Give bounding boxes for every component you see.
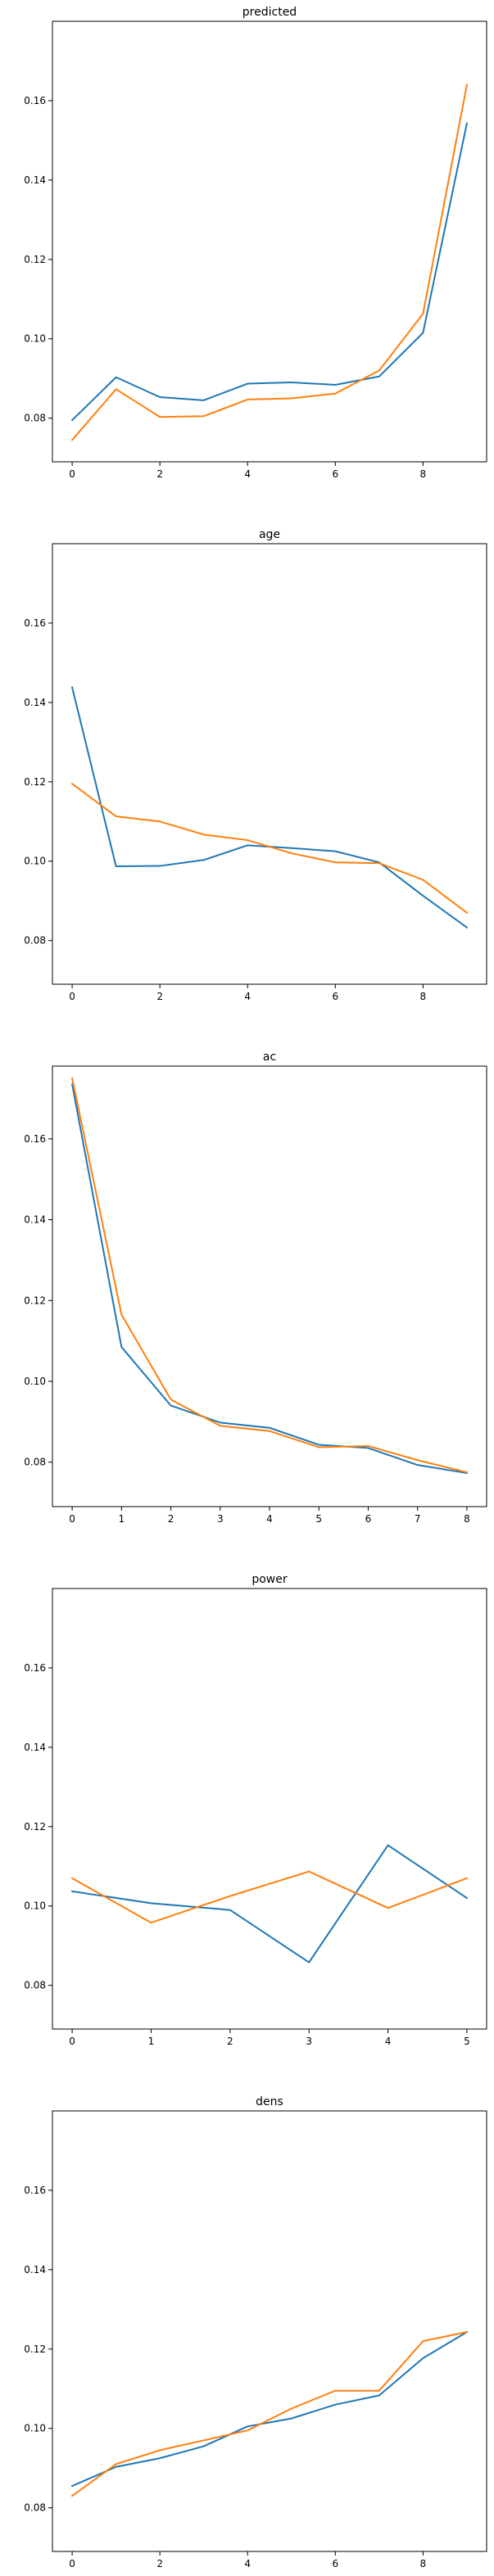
axes-frame — [52, 543, 487, 985]
y-tick-label: 0.08 — [24, 2502, 46, 2514]
series-line-1 — [70, 2330, 469, 2488]
y-tick-label: 0.10 — [24, 333, 46, 345]
x-tick-label: 3 — [217, 1513, 224, 1525]
x-tick-label: 2 — [156, 991, 163, 1002]
y-tick-label: 0.16 — [24, 1133, 46, 1145]
x-tick-label: 2 — [156, 2558, 163, 2569]
x-tick-label: 2 — [168, 1513, 174, 1525]
y-tick-label: 0.08 — [24, 1457, 46, 1468]
chart-title: dens — [256, 2095, 283, 2108]
series-line-1 — [70, 1083, 469, 1475]
y-tick-label: 0.12 — [24, 1821, 46, 1833]
y-tick-label: 0.14 — [24, 1214, 46, 1226]
axes-frame — [52, 20, 487, 463]
chart-panel-predicted: predicted 0.08 0.10 0.12 0.14 0.16 0 2 4 6 8 — [24, 6, 487, 480]
chart-panel-dens: dens 0.08 0.10 0.12 0.14 0.16 0 2 4 6 8 — [24, 2095, 487, 2569]
axes-frame — [52, 2110, 487, 2552]
x-tick-label: 3 — [306, 2036, 312, 2047]
series-line-2 — [70, 782, 469, 915]
y-tick-label: 0.08 — [24, 935, 46, 947]
x-tick-label: 5 — [315, 1513, 322, 1525]
series-line-1 — [70, 122, 469, 422]
x-tick-label: 4 — [385, 2036, 392, 2047]
chart-panel-age: age 0.08 0.10 0.12 0.14 0.16 0 2 4 6 8 — [24, 528, 487, 1002]
x-tick-label: 6 — [332, 468, 338, 480]
y-tick-label: 0.12 — [24, 2343, 46, 2355]
y-tick-label: 0.12 — [24, 1295, 46, 1306]
axes-frame — [52, 1588, 487, 2030]
x-tick-label: 8 — [464, 1513, 470, 1525]
y-tick-label: 0.10 — [24, 1376, 46, 1387]
x-tick-label: 5 — [464, 2036, 470, 2047]
series-line-1 — [70, 686, 469, 929]
series-line-2 — [70, 1870, 469, 1924]
chart-title: power — [252, 1573, 288, 1586]
x-tick-label: 6 — [332, 991, 338, 1002]
x-tick-label: 4 — [244, 2558, 251, 2569]
y-tick-label: 0.10 — [24, 856, 46, 867]
x-tick-label: 7 — [415, 1513, 421, 1525]
y-tick-label: 0.14 — [24, 174, 46, 186]
x-tick-label: 2 — [227, 2036, 233, 2047]
y-tick-label: 0.10 — [24, 1900, 46, 1912]
x-tick-label: 6 — [332, 2558, 338, 2569]
y-tick-label: 0.16 — [24, 1662, 46, 1674]
y-tick-label: 0.16 — [24, 617, 46, 629]
y-tick-label: 0.14 — [24, 2264, 46, 2275]
series-line-1 — [70, 1844, 469, 1964]
chart-panel-power: power 0.08 0.10 0.12 0.14 0.16 0 1 2 3 4 5 — [24, 1573, 487, 2047]
y-tick-label: 0.14 — [24, 1742, 46, 1753]
y-tick-label: 0.12 — [24, 254, 46, 265]
y-tick-label: 0.08 — [24, 1980, 46, 1991]
x-tick-label: 4 — [244, 991, 251, 1002]
x-tick-label: 8 — [420, 991, 427, 1002]
x-tick-label: 1 — [148, 2036, 155, 2047]
x-tick-label: 8 — [420, 468, 427, 480]
y-tick-label: 0.16 — [24, 95, 46, 106]
x-tick-label: 8 — [420, 2558, 427, 2569]
y-tick-label: 0.12 — [24, 776, 46, 788]
chart-title: ac — [263, 1051, 276, 1064]
chart-title: predicted — [242, 6, 297, 19]
y-tick-label: 0.10 — [24, 2423, 46, 2434]
x-tick-label: 0 — [69, 2558, 75, 2569]
x-tick-label: 0 — [69, 991, 75, 1002]
x-tick-label: 0 — [69, 1513, 75, 1525]
x-tick-label: 4 — [266, 1513, 273, 1525]
y-tick-label: 0.16 — [24, 2185, 46, 2196]
series-line-2 — [70, 1077, 469, 1474]
x-tick-label: 1 — [118, 1513, 125, 1525]
axes-frame — [52, 1065, 487, 1507]
x-tick-label: 6 — [365, 1513, 372, 1525]
y-tick-label: 0.14 — [24, 697, 46, 708]
chart-panel-ac: ac 0.08 0.10 0.12 0.14 0.16 0 1 2 3 4 5 6 7 8 — [24, 1051, 487, 1525]
x-tick-label: 0 — [69, 2036, 75, 2047]
x-tick-label: 0 — [69, 468, 75, 480]
x-tick-label: 2 — [156, 468, 163, 480]
series-line-2 — [70, 2330, 469, 2497]
x-tick-label: 4 — [244, 468, 251, 480]
series-line-2 — [70, 84, 469, 441]
chart-title: age — [259, 528, 280, 541]
y-tick-label: 0.08 — [24, 413, 46, 424]
